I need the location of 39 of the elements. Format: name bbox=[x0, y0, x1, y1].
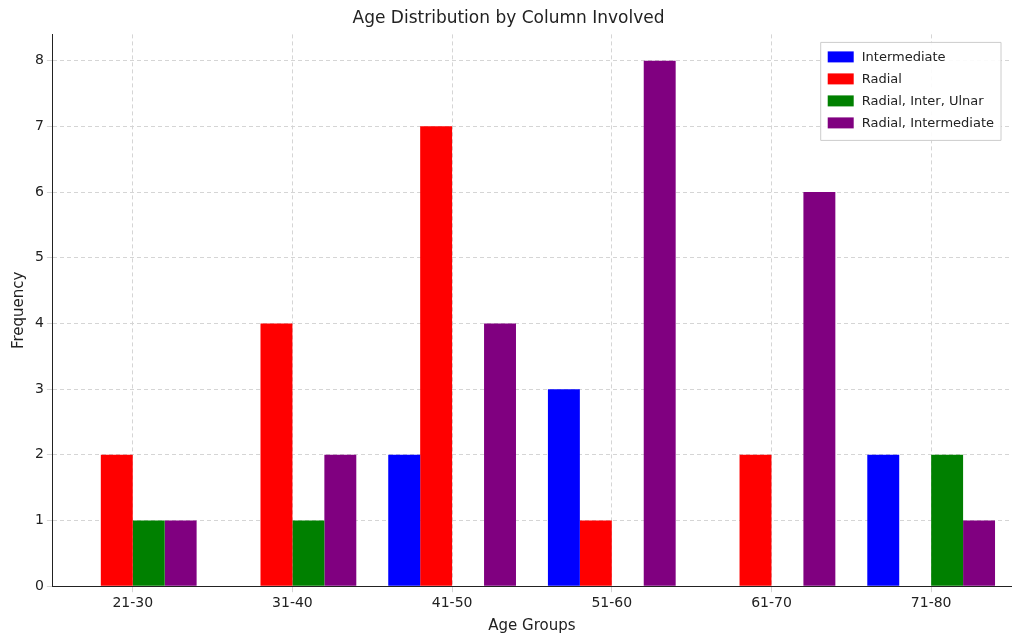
y-tick-label: 8 bbox=[34, 51, 44, 68]
legend-label: Intermediate bbox=[861, 48, 946, 64]
legend-label: Radial, Intermediate bbox=[861, 114, 995, 130]
legend-label: Radial, Inter, Ulnar bbox=[861, 92, 985, 108]
bar bbox=[164, 520, 197, 586]
bar bbox=[579, 520, 612, 586]
bar bbox=[100, 454, 133, 586]
x-axis-title: Age Groups bbox=[488, 615, 576, 634]
y-tick-label: 5 bbox=[34, 248, 44, 265]
x-tick-label: 31-40 bbox=[272, 594, 313, 611]
y-tick-label: 3 bbox=[34, 379, 44, 396]
y-tick-label: 6 bbox=[34, 182, 44, 199]
bar bbox=[739, 454, 772, 586]
bar bbox=[324, 454, 357, 586]
bar bbox=[420, 126, 453, 586]
x-tick-label: 41-50 bbox=[431, 594, 473, 611]
legend-label: Radial bbox=[861, 70, 902, 86]
bar bbox=[931, 454, 964, 586]
bar bbox=[132, 520, 165, 586]
bar bbox=[643, 60, 676, 586]
bar bbox=[963, 520, 996, 586]
bar bbox=[388, 454, 421, 586]
bar bbox=[292, 520, 325, 586]
y-tick-label: 7 bbox=[34, 117, 44, 134]
y-tick-label: 1 bbox=[34, 511, 44, 528]
y-tick-label: 4 bbox=[34, 314, 44, 331]
y-axis-title: Frequency bbox=[8, 271, 27, 350]
x-tick-label: 21-30 bbox=[112, 594, 154, 611]
x-tick-label: 51-60 bbox=[591, 594, 633, 611]
y-tick-label: 2 bbox=[34, 445, 44, 462]
bar bbox=[484, 323, 516, 586]
bar bbox=[547, 389, 580, 586]
bar bbox=[867, 454, 900, 586]
x-tick-label: 71-80 bbox=[910, 594, 952, 611]
bar bbox=[803, 192, 836, 586]
x-tick-label: 61-70 bbox=[751, 594, 792, 611]
y-tick-label: 0 bbox=[34, 576, 44, 593]
chart-title: Age Distribution by Column Involved bbox=[352, 6, 665, 27]
bar bbox=[260, 323, 293, 586]
